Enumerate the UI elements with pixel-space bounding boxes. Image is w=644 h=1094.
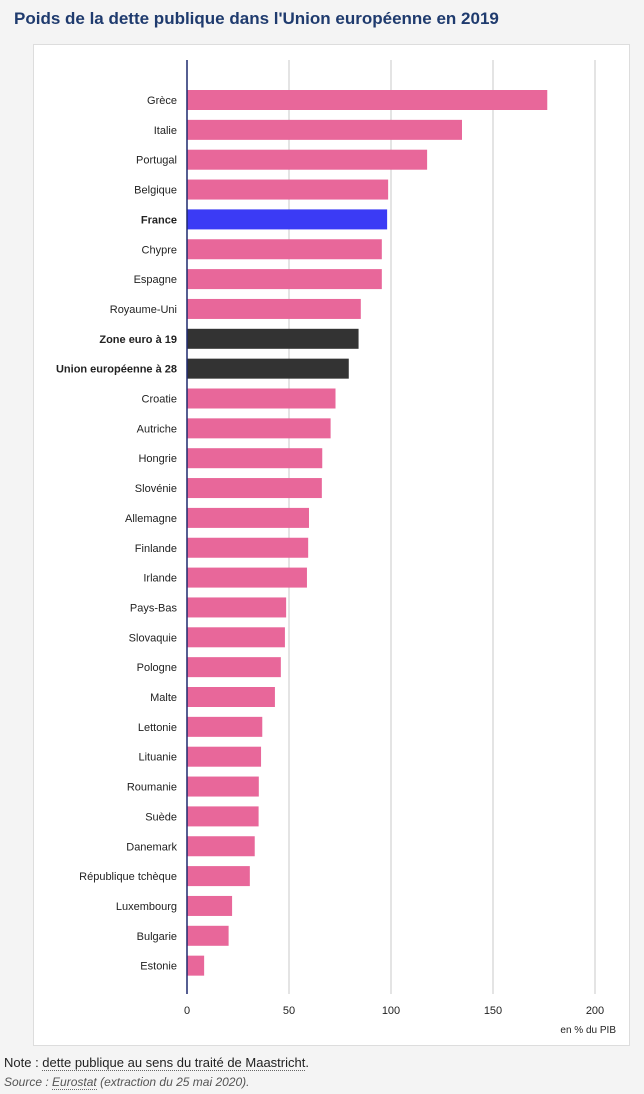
- bar: [187, 866, 250, 887]
- bar: [187, 448, 323, 469]
- category-label: Royaume-Uni: [110, 304, 177, 316]
- category-label: Slovénie: [135, 483, 177, 495]
- category-label: Roumanie: [127, 782, 177, 794]
- category-label: Slovaquie: [129, 632, 177, 644]
- x-tick-label: 200: [586, 1005, 604, 1017]
- bar: [187, 567, 307, 588]
- category-label: Grèce: [147, 95, 177, 107]
- bar: [187, 358, 349, 379]
- bar: [187, 746, 262, 767]
- bar: [187, 716, 263, 737]
- bar: [187, 806, 259, 827]
- bar: [187, 239, 382, 260]
- category-label: République tchèque: [79, 871, 177, 883]
- category-label: Finlande: [135, 543, 177, 555]
- bar: [187, 418, 331, 439]
- category-labels: Grèce Italie Portugal Belgique France Chypre E…: [56, 95, 178, 973]
- bar: [187, 90, 548, 110]
- category-label: Luxembourg: [116, 901, 177, 913]
- chart-container: Grèce Italie Portugal Belgique France Chypre E…: [33, 44, 630, 1046]
- bar-chart: Grèce Italie Portugal Belgique France Chypre E…: [56, 60, 616, 1036]
- bar: [187, 537, 309, 558]
- category-label: Pays-Bas: [130, 602, 178, 614]
- category-label: Malte: [150, 692, 177, 704]
- bar: [187, 507, 309, 528]
- bar: [187, 328, 359, 349]
- note: Note : dette publique au sens du traité …: [4, 1055, 309, 1071]
- category-label: Chypre: [142, 244, 177, 256]
- category-label: Zone euro à 19: [99, 334, 177, 346]
- category-label: Autriche: [137, 423, 177, 435]
- bar: [187, 925, 229, 946]
- note-link[interactable]: dette publique au sens du traité de Maas…: [42, 1055, 306, 1071]
- category-label: Croatie: [142, 394, 177, 406]
- bar: [187, 119, 462, 140]
- category-label: Lettonie: [138, 722, 177, 734]
- note-prefix: Note :: [4, 1055, 43, 1070]
- bar: [187, 895, 233, 916]
- category-label: Irlande: [143, 573, 177, 585]
- category-label: Danemark: [126, 841, 177, 853]
- category-label: Union européenne à 28: [56, 364, 177, 376]
- source-suffix: (extraction du 25 mai 2020).: [96, 1075, 250, 1089]
- grid-lines: [288, 60, 596, 994]
- category-label: Lituanie: [138, 752, 177, 764]
- category-label: Belgique: [134, 185, 177, 197]
- category-label: France: [141, 214, 177, 226]
- source-link[interactable]: Eurostat: [52, 1075, 97, 1090]
- bar: [187, 687, 275, 707]
- category-label: Espagne: [134, 274, 177, 286]
- category-label: Bulgarie: [137, 931, 177, 943]
- x-axis-label: en % du PIB: [560, 1025, 616, 1036]
- x-tick-label: 0: [184, 1005, 190, 1017]
- note-suffix: .: [305, 1055, 309, 1070]
- source-prefix: Source :: [4, 1075, 53, 1089]
- x-tick-label: 100: [382, 1005, 400, 1017]
- category-label: Portugal: [136, 155, 177, 167]
- x-tick-label: 150: [484, 1005, 502, 1017]
- category-label: Italie: [154, 125, 177, 137]
- x-tick-label: 50: [283, 1005, 295, 1017]
- bar: [187, 955, 205, 976]
- category-label: Estonie: [140, 961, 177, 973]
- bar: [187, 836, 255, 857]
- bar: [187, 597, 287, 618]
- bar: [187, 149, 428, 170]
- bar: [187, 478, 322, 499]
- bar: [187, 269, 382, 290]
- bar: [187, 388, 336, 409]
- category-label: Hongrie: [138, 453, 177, 465]
- bar: [187, 209, 388, 230]
- bar: [187, 298, 361, 319]
- bars: [187, 90, 548, 976]
- bar: [187, 627, 285, 648]
- chart-title: Poids de la dette publique dans l'Union …: [14, 9, 499, 28]
- source: Source : Eurostat (extraction du 25 mai …: [4, 1075, 250, 1090]
- x-tick-labels: 0 50 100 150 200: [184, 1005, 604, 1017]
- category-label: Suède: [145, 811, 177, 823]
- category-label: Allemagne: [125, 513, 177, 525]
- bar: [187, 776, 259, 797]
- category-label: Pologne: [137, 662, 177, 674]
- bar: [187, 657, 281, 678]
- bar: [187, 179, 389, 200]
